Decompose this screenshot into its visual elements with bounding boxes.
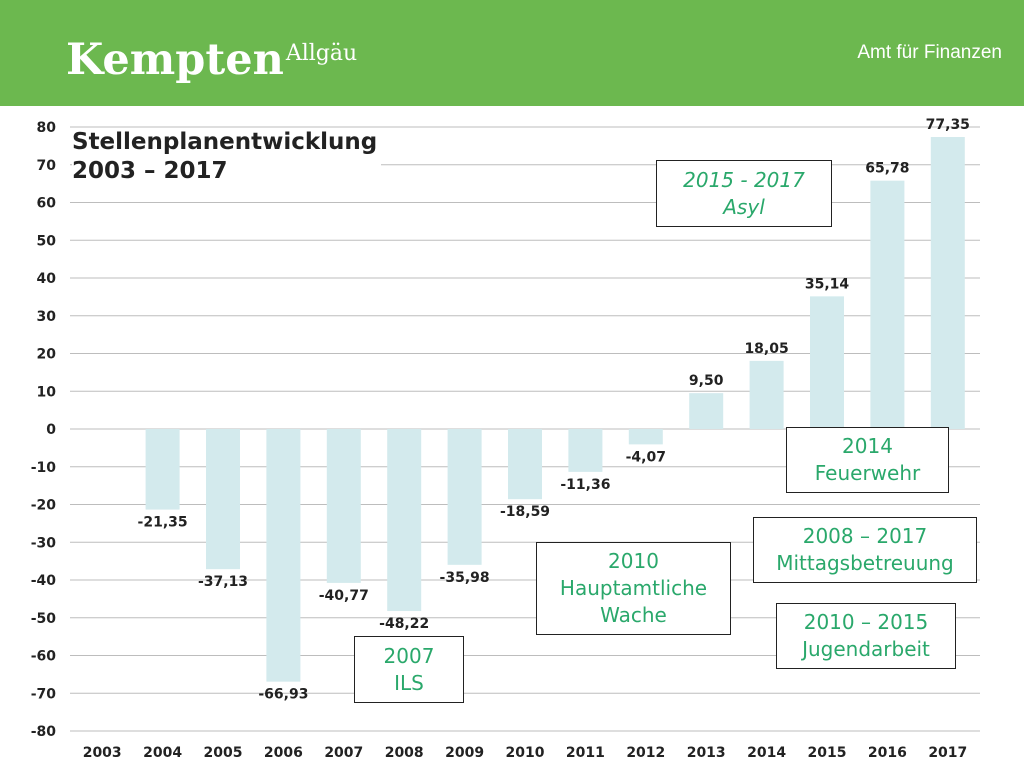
bar [930, 137, 965, 429]
y-tick-label: -40 [31, 573, 57, 589]
x-tick-label: 2010 [506, 745, 545, 761]
x-tick-label: 2017 [928, 745, 967, 761]
bar-chart: 80706050403020100-10-20-30-40-50-60-70-8… [31, 117, 980, 761]
annotation-asyl-line1: 2015 - 2017 [683, 167, 805, 192]
x-tick-label: 2005 [204, 745, 243, 761]
y-tick-label: 10 [37, 384, 57, 400]
x-tick-label: 2009 [445, 745, 484, 761]
annotation-mittagsbetreuung-line1: 2008 – 2017 [802, 524, 928, 548]
annotation-wache: 2010 Hauptamtliche Wache [536, 542, 731, 635]
y-tick-label: -10 [31, 460, 57, 476]
y-tick-label: 40 [37, 271, 57, 287]
bar [870, 180, 905, 429]
annotation-mittagsbetreuung-line2: Mittagsbetreuung [776, 551, 954, 575]
x-tick-label: 2003 [83, 745, 122, 761]
bar [206, 429, 240, 570]
department-label: Amt für Finanzen [857, 42, 1002, 63]
annotation-asyl-line2: Asyl [723, 194, 765, 219]
bar [447, 429, 482, 565]
bar [810, 296, 844, 429]
logo-sup-text: Allgäu [285, 41, 358, 66]
data-label: 9,50 [689, 373, 724, 389]
annotation-ils-line1: 2007 [383, 643, 435, 668]
y-tick-label: -20 [31, 498, 57, 514]
y-tick-label: -50 [31, 611, 57, 627]
bar [628, 429, 663, 445]
data-label: -18,59 [500, 504, 550, 520]
annotation-wache-line2: Hauptamtliche [559, 576, 708, 600]
x-tick-label: 2014 [747, 745, 786, 761]
y-tick-label: 50 [37, 233, 57, 249]
bar [387, 429, 422, 612]
annotation-ils: 2007 ILS [354, 636, 464, 703]
bar [145, 429, 180, 510]
bar [749, 360, 784, 429]
data-label: -4,07 [626, 449, 666, 465]
annotation-ils-line2: ILS [394, 670, 424, 695]
city-logo: KemptenAllgäu [66, 30, 357, 98]
data-label: -11,36 [560, 477, 610, 493]
y-tick-label: 60 [37, 196, 57, 212]
y-tick-label: 80 [37, 120, 57, 136]
annotation-jugendarbeit-line2: Jugendarbeit [802, 637, 930, 661]
data-label: -40,77 [319, 588, 369, 604]
y-tick-label: -60 [31, 649, 57, 665]
annotation-wache-line1: 2010 [608, 549, 659, 573]
x-tick-label: 2004 [143, 745, 182, 761]
bar [508, 429, 542, 500]
logo-main-text: Kempten [66, 35, 284, 85]
bar [689, 393, 724, 429]
x-tick-label: 2015 [808, 745, 847, 761]
y-tick-label: 20 [37, 347, 57, 363]
annotation-jugendarbeit: 2010 – 2015 Jugendarbeit [776, 603, 956, 669]
x-tick-label: 2012 [626, 745, 665, 761]
data-label: 77,35 [926, 117, 970, 133]
x-tick-label: 2013 [687, 745, 726, 761]
chart-title-line2: 2003 – 2017 [72, 158, 228, 184]
data-label: -48,22 [379, 616, 429, 632]
x-tick-label: 2007 [324, 745, 363, 761]
annotation-feuerwehr: 2014 Feuerwehr [786, 427, 949, 493]
annotation-feuerwehr-line1: 2014 [842, 434, 893, 458]
bar [266, 429, 301, 682]
y-tick-label: -70 [31, 686, 57, 702]
y-tick-label: -80 [31, 724, 57, 740]
data-label: -37,13 [198, 574, 248, 590]
chart-title: Stellenplanentwicklung 2003 – 2017 [72, 128, 382, 186]
data-label: -66,93 [258, 687, 308, 703]
annotation-jugendarbeit-line1: 2010 – 2015 [803, 610, 929, 634]
annotation-asyl: 2015 - 2017 Asyl [656, 160, 832, 227]
chart-title-line1: Stellenplanentwicklung [72, 129, 378, 155]
annotation-feuerwehr-line2: Feuerwehr [814, 461, 921, 485]
x-tick-label: 2006 [264, 745, 303, 761]
data-label: 65,78 [865, 161, 909, 177]
y-tick-label: -30 [31, 535, 57, 551]
y-tick-label: 0 [46, 422, 56, 438]
y-tick-label: 30 [37, 309, 57, 325]
x-tick-label: 2016 [868, 745, 907, 761]
bar [326, 429, 361, 583]
annotation-mittagsbetreuung: 2008 – 2017 Mittagsbetreuung [753, 517, 977, 583]
data-label: -35,98 [440, 570, 490, 586]
y-tick-label: 70 [37, 158, 57, 174]
header-bar: KemptenAllgäu Amt für Finanzen [0, 0, 1024, 106]
x-tick-label: 2011 [566, 745, 605, 761]
data-label: -21,35 [138, 515, 188, 531]
x-tick-label: 2008 [385, 745, 424, 761]
data-label: 18,05 [744, 341, 788, 357]
annotation-wache-line3: Wache [600, 603, 667, 627]
data-label: 35,14 [805, 276, 850, 292]
bar [568, 429, 603, 472]
